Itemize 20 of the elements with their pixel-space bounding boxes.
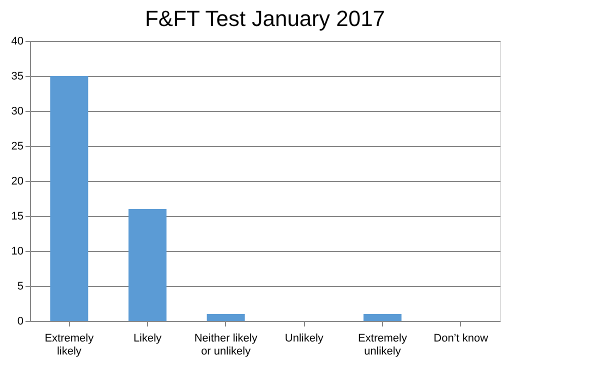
y-tick-label: 20 xyxy=(11,176,24,188)
x-tick-label: Don’t know xyxy=(434,332,488,344)
bar xyxy=(50,76,88,321)
y-tick-label: 40 xyxy=(11,36,24,48)
x-tick-label: Likely xyxy=(133,332,162,344)
y-tick-label: 15 xyxy=(11,210,24,222)
x-tick-label: Neither likely or unlikely xyxy=(194,332,258,358)
x-tick-label: Unlikely xyxy=(284,332,324,344)
bar xyxy=(206,314,245,321)
y-tick-label: 35 xyxy=(11,70,24,82)
y-tick-label: 5 xyxy=(17,280,24,292)
y-tick-label: 0 xyxy=(17,316,24,328)
bar xyxy=(128,209,166,321)
x-tick-label: Extremely unlikely xyxy=(358,332,408,358)
y-tick-label: 30 xyxy=(11,106,24,118)
chart-title: F&FT Test January 2017 xyxy=(144,6,386,31)
y-tick-label: 10 xyxy=(11,246,24,258)
y-tick-label: 25 xyxy=(11,140,24,152)
x-tick-label: Extremely likely xyxy=(44,332,94,358)
bar xyxy=(364,314,402,321)
